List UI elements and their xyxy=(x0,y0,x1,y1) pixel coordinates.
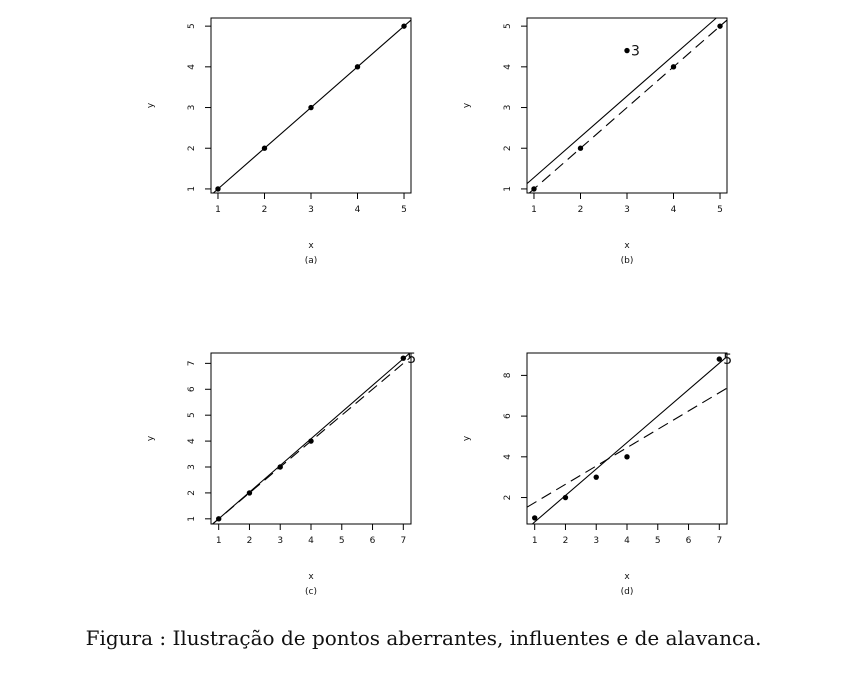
y-tick-label: 7 xyxy=(187,360,197,366)
x-tick-label: 1 xyxy=(531,205,537,215)
x-tick-label: 2 xyxy=(262,205,268,215)
y-tick-label: 2 xyxy=(503,145,513,151)
y-axis-label: y xyxy=(462,435,472,441)
figure-panels: 1 2 3 4 5 1 2 3 4 5 x y (a) 1 2 3 4 5 1 2 3 4 5 x y (b) 3 1 2 3 4 5 6 7 1 2… xyxy=(146,17,732,597)
data-point xyxy=(670,64,677,70)
data-point xyxy=(246,490,253,496)
data-point xyxy=(354,64,361,70)
y-axis-label: y xyxy=(146,435,156,441)
x-tick-label: 2 xyxy=(247,536,253,546)
data-point xyxy=(716,356,723,362)
x-tick-label: 3 xyxy=(308,205,314,215)
x-tick-label: 4 xyxy=(308,536,314,546)
x-tick-label: 3 xyxy=(277,536,283,546)
y-tick-label: 5 xyxy=(503,23,513,29)
data-point xyxy=(624,454,630,460)
point-label: 5 xyxy=(723,352,732,368)
x-tick-label: 1 xyxy=(215,205,221,215)
x-tick-label: 5 xyxy=(655,536,661,546)
figure-caption: Figura : Ilustração de pontos aberrantes… xyxy=(85,626,762,650)
panel-label: (a) xyxy=(305,256,318,266)
y-tick-label: 2 xyxy=(187,490,197,496)
data-point xyxy=(577,145,584,151)
y-axis-label: y xyxy=(146,102,156,108)
scatter-panel-4: 1 2 3 4 5 6 7 2 4 6 8 x y (d) 5 xyxy=(462,352,732,597)
x-tick-label: 2 xyxy=(578,205,584,215)
data-point xyxy=(717,23,723,29)
y-tick-label: 1 xyxy=(187,516,197,522)
y-tick-label: 6 xyxy=(503,413,513,419)
y-tick-label: 4 xyxy=(503,64,513,70)
x-tick-label: 1 xyxy=(216,536,222,546)
scatter-panel-3: 1 2 3 4 5 6 7 1 2 3 4 5 6 7 x y (c) 5 xyxy=(146,351,416,597)
x-tick-label: 5 xyxy=(717,205,723,215)
fit-line-dashed xyxy=(528,19,728,194)
x-axis-label: x xyxy=(308,572,314,582)
data-point xyxy=(215,516,222,522)
x-axis-label: x xyxy=(624,241,630,251)
data-point xyxy=(401,23,407,29)
data-point xyxy=(400,355,407,361)
x-tick-label: 6 xyxy=(686,536,692,546)
x-axis-label: x xyxy=(308,241,314,251)
point-label: 3 xyxy=(631,44,640,60)
scatter-panel-1: 1 2 3 4 5 1 2 3 4 5 x y (a) xyxy=(146,17,412,266)
data-point xyxy=(593,474,599,480)
y-tick-label: 4 xyxy=(187,438,197,444)
x-tick-label: 4 xyxy=(671,205,677,215)
data-point xyxy=(261,145,268,151)
y-tick-label: 5 xyxy=(187,412,197,418)
y-tick-label: 3 xyxy=(503,105,513,111)
x-tick-label: 7 xyxy=(400,536,406,546)
x-tick-label: 7 xyxy=(716,536,722,546)
x-tick-label: 4 xyxy=(624,536,630,546)
y-tick-label: 1 xyxy=(187,186,197,192)
panel-label: (d) xyxy=(621,587,634,597)
fit-line-solid xyxy=(526,17,717,185)
scatter-panel-2: 1 2 3 4 5 1 2 3 4 5 x y (b) 3 xyxy=(462,17,728,266)
x-tick-label: 3 xyxy=(624,205,630,215)
fit-line-solid xyxy=(531,356,728,525)
x-tick-label: 6 xyxy=(370,536,376,546)
fit-line-dashed xyxy=(526,387,728,508)
data-point xyxy=(215,186,221,192)
x-tick-label: 5 xyxy=(339,536,345,546)
data-point xyxy=(531,515,538,521)
y-tick-label: 3 xyxy=(187,464,197,470)
data-point xyxy=(562,494,569,501)
plot-frame xyxy=(526,17,728,194)
y-tick-label: 4 xyxy=(503,454,513,460)
x-tick-label: 1 xyxy=(532,536,538,546)
data-point xyxy=(531,186,537,192)
panel-label: (b) xyxy=(621,256,634,266)
y-tick-label: 6 xyxy=(187,386,197,392)
panel-label: (c) xyxy=(305,587,317,597)
data-point xyxy=(277,464,283,470)
data-point xyxy=(624,47,630,54)
y-axis-label: y xyxy=(462,102,472,108)
plot-frame xyxy=(526,352,728,525)
data-point xyxy=(308,438,314,444)
x-axis-label: x xyxy=(624,572,630,582)
y-tick-label: 5 xyxy=(187,23,197,29)
y-tick-label: 2 xyxy=(503,495,513,501)
y-tick-label: 8 xyxy=(503,372,513,378)
point-label: 5 xyxy=(407,351,416,367)
y-tick-label: 4 xyxy=(187,64,197,70)
x-tick-label: 3 xyxy=(593,536,599,546)
y-tick-label: 1 xyxy=(503,186,513,192)
data-point xyxy=(308,104,314,111)
y-tick-label: 3 xyxy=(187,105,197,111)
y-tick-label: 2 xyxy=(187,145,197,151)
x-tick-label: 2 xyxy=(563,536,569,546)
x-tick-label: 5 xyxy=(401,205,407,215)
x-tick-label: 4 xyxy=(355,205,361,215)
